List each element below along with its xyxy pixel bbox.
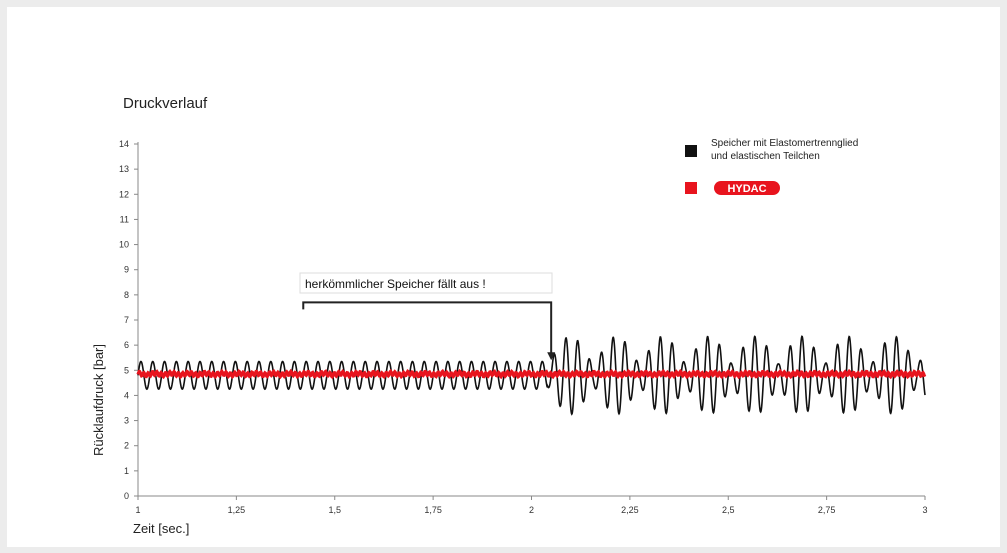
annotation-box bbox=[299, 272, 553, 294]
x-tick-label: 2,25 bbox=[621, 505, 639, 515]
series-line-elastomer bbox=[137, 335, 926, 416]
y-tick-label: 10 bbox=[119, 240, 129, 250]
y-tick-label: 1 bbox=[124, 466, 129, 476]
y-tick-label: 8 bbox=[124, 290, 129, 300]
series-line-hydac bbox=[136, 368, 927, 380]
y-tick-label: 5 bbox=[124, 365, 129, 375]
legend: Speicher mit Elastomertrennglied und ela… bbox=[685, 138, 858, 195]
y-tick-label: 11 bbox=[120, 214, 129, 224]
x-axis-label: Zeit [sec.] bbox=[133, 521, 189, 536]
legend-label-line-2: und elastischen Teilchen bbox=[711, 151, 820, 162]
y-tick-label: 7 bbox=[124, 315, 129, 325]
y-tick-label: 0 bbox=[124, 491, 129, 501]
annotation-arrow bbox=[302, 301, 553, 354]
chart-canvas: Druckverlauf 0 1 2 3 4 5 6 7 8 9 10 11 12 13 14 1 1,25 1… bbox=[7, 7, 1000, 547]
x-tick-label: 1,75 bbox=[424, 505, 442, 515]
y-axis-label: Rücklaufdruck [bar] bbox=[91, 344, 106, 456]
annotation-text: herkömmlicher Speicher fällt aus ! bbox=[305, 277, 486, 291]
annotation-arrowhead bbox=[547, 352, 556, 361]
x-tick-label: 1 bbox=[135, 505, 140, 515]
x-tick-label: 1,5 bbox=[328, 505, 341, 515]
x-tick-label: 3 bbox=[922, 505, 927, 515]
x-ticks: 1 1,25 1,5 1,75 2 2,25 2,5 2,75 3 bbox=[135, 496, 928, 515]
hydac-logo bbox=[714, 181, 780, 195]
x-tick-label: 1,25 bbox=[228, 505, 246, 515]
legend-label-line-1: Speicher mit Elastomertrennglied bbox=[711, 138, 858, 149]
y-tick-label: 12 bbox=[119, 189, 129, 199]
failure-annotation: herkömmlicher Speicher fällt aus ! bbox=[299, 272, 556, 361]
legend-swatch-black bbox=[685, 145, 697, 157]
hydac-logo-text: HYDAC bbox=[727, 183, 766, 195]
y-tick-label: 4 bbox=[124, 390, 129, 400]
x-tick-label: 2,5 bbox=[722, 505, 735, 515]
x-tick-label: 2,75 bbox=[818, 505, 836, 515]
y-tick-label: 14 bbox=[119, 139, 129, 149]
x-tick-label: 2 bbox=[529, 505, 534, 515]
y-tick-label: 13 bbox=[119, 164, 129, 174]
y-tick-label: 3 bbox=[124, 416, 129, 426]
y-tick-label: 2 bbox=[124, 441, 129, 451]
y-tick-label: 6 bbox=[124, 340, 129, 350]
y-tick-label: 9 bbox=[124, 265, 129, 275]
chart-title: Druckverlauf bbox=[123, 95, 208, 112]
series-layer bbox=[136, 335, 927, 416]
legend-swatch-red bbox=[685, 182, 697, 194]
